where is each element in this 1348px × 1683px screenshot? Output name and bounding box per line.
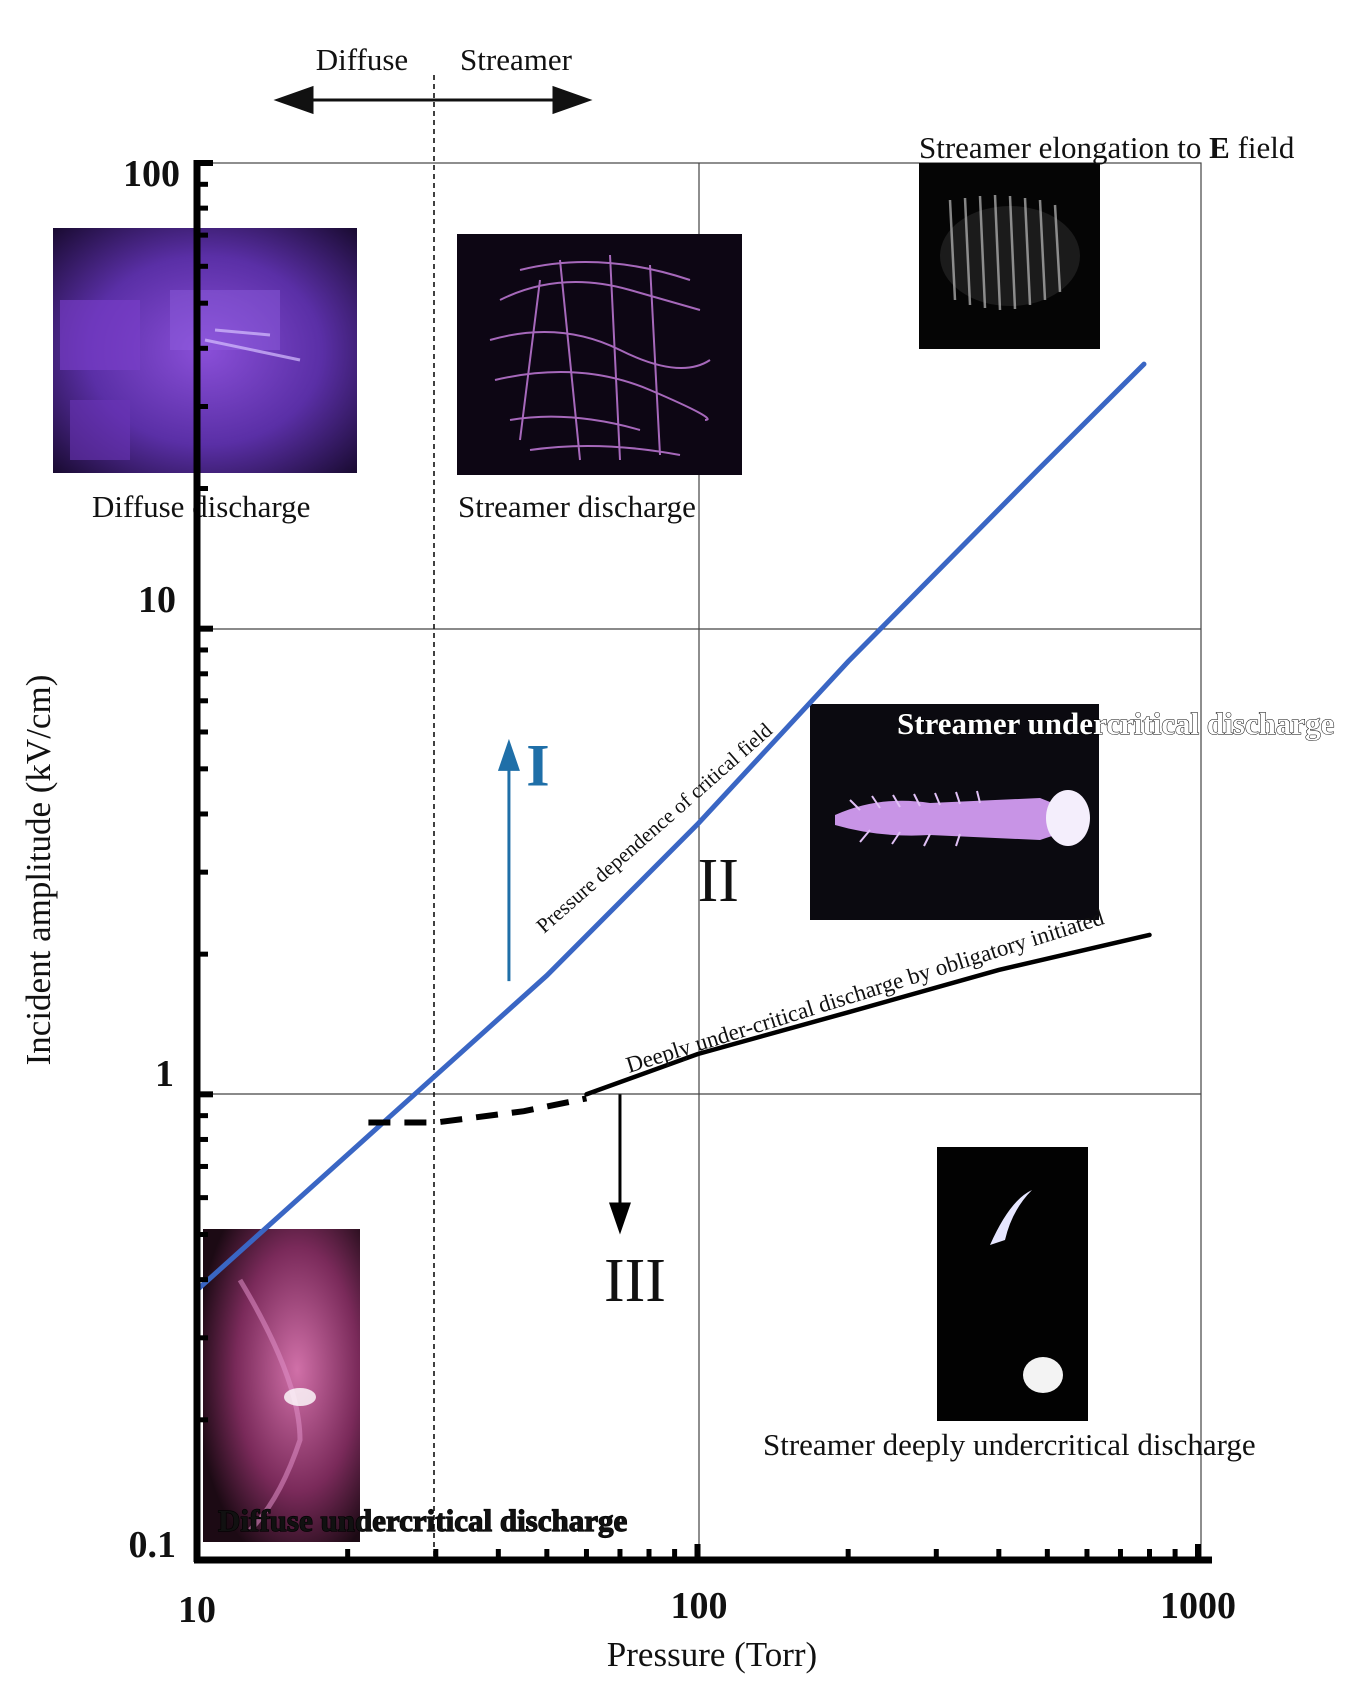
y-tick-label-100: 100 — [123, 153, 180, 195]
x-tick-label-1000: 1000 — [1160, 1585, 1236, 1627]
region-label-II: II — [698, 847, 739, 915]
photo-streamer-deep — [937, 1147, 1088, 1421]
x-tick-label-100: 100 — [671, 1585, 728, 1627]
series-label-deeply-undercritical: Deeply under-critical discharge by oblig… — [623, 904, 1107, 1077]
y-tick-label-0.1: 0.1 — [129, 1524, 177, 1566]
series-line-1 — [584, 932, 1152, 1097]
x-tick-label-10: 10 — [178, 1589, 216, 1631]
caption-streamer-undercritical: Streamer undercritical discharge — [897, 706, 1334, 741]
region-label-III: III — [604, 1247, 666, 1315]
series-label-critical-field: Pressure dependence of critical field — [531, 718, 777, 938]
series-layer — [194, 361, 1152, 1293]
arrow-down-head — [608, 1202, 631, 1235]
photo-streamer-elongation — [919, 163, 1100, 349]
caption-streamer-deep: Streamer deeply undercritical discharge — [763, 1427, 1256, 1462]
y-tick-label-1: 1 — [155, 1053, 174, 1095]
photo-streamer-discharge — [457, 234, 742, 475]
caption-diffuse-undercritical: Diffuse undercritical discharge — [218, 1503, 627, 1538]
caption-streamer-discharge: Streamer discharge — [458, 489, 696, 524]
photo-diffuse-undercritical — [203, 1229, 360, 1542]
photo-streamer-undercritical — [810, 704, 1099, 920]
region-label-I: I — [526, 733, 549, 799]
regime-arrow — [273, 85, 593, 115]
series-line-0 — [194, 361, 1147, 1293]
x-axis-label: Pressure (Torr) — [607, 1635, 817, 1674]
caption-diffuse-discharge: Diffuse discharge — [92, 489, 310, 524]
regime-left-label: Diffuse — [316, 42, 408, 77]
caption-streamer-elongation: Streamer elongation to E field — [919, 130, 1295, 165]
y-axis-label: Incident amplitude (kV/cm) — [19, 675, 58, 1066]
tick-layer — [194, 160, 1201, 1563]
photo-diffuse-discharge — [53, 228, 357, 473]
series-line-2 — [368, 1095, 588, 1126]
axes — [193, 160, 1212, 1564]
y-tick-label-10: 10 — [138, 579, 176, 621]
regime-right-label: Streamer — [460, 42, 573, 77]
arrow-up-head — [497, 738, 520, 771]
